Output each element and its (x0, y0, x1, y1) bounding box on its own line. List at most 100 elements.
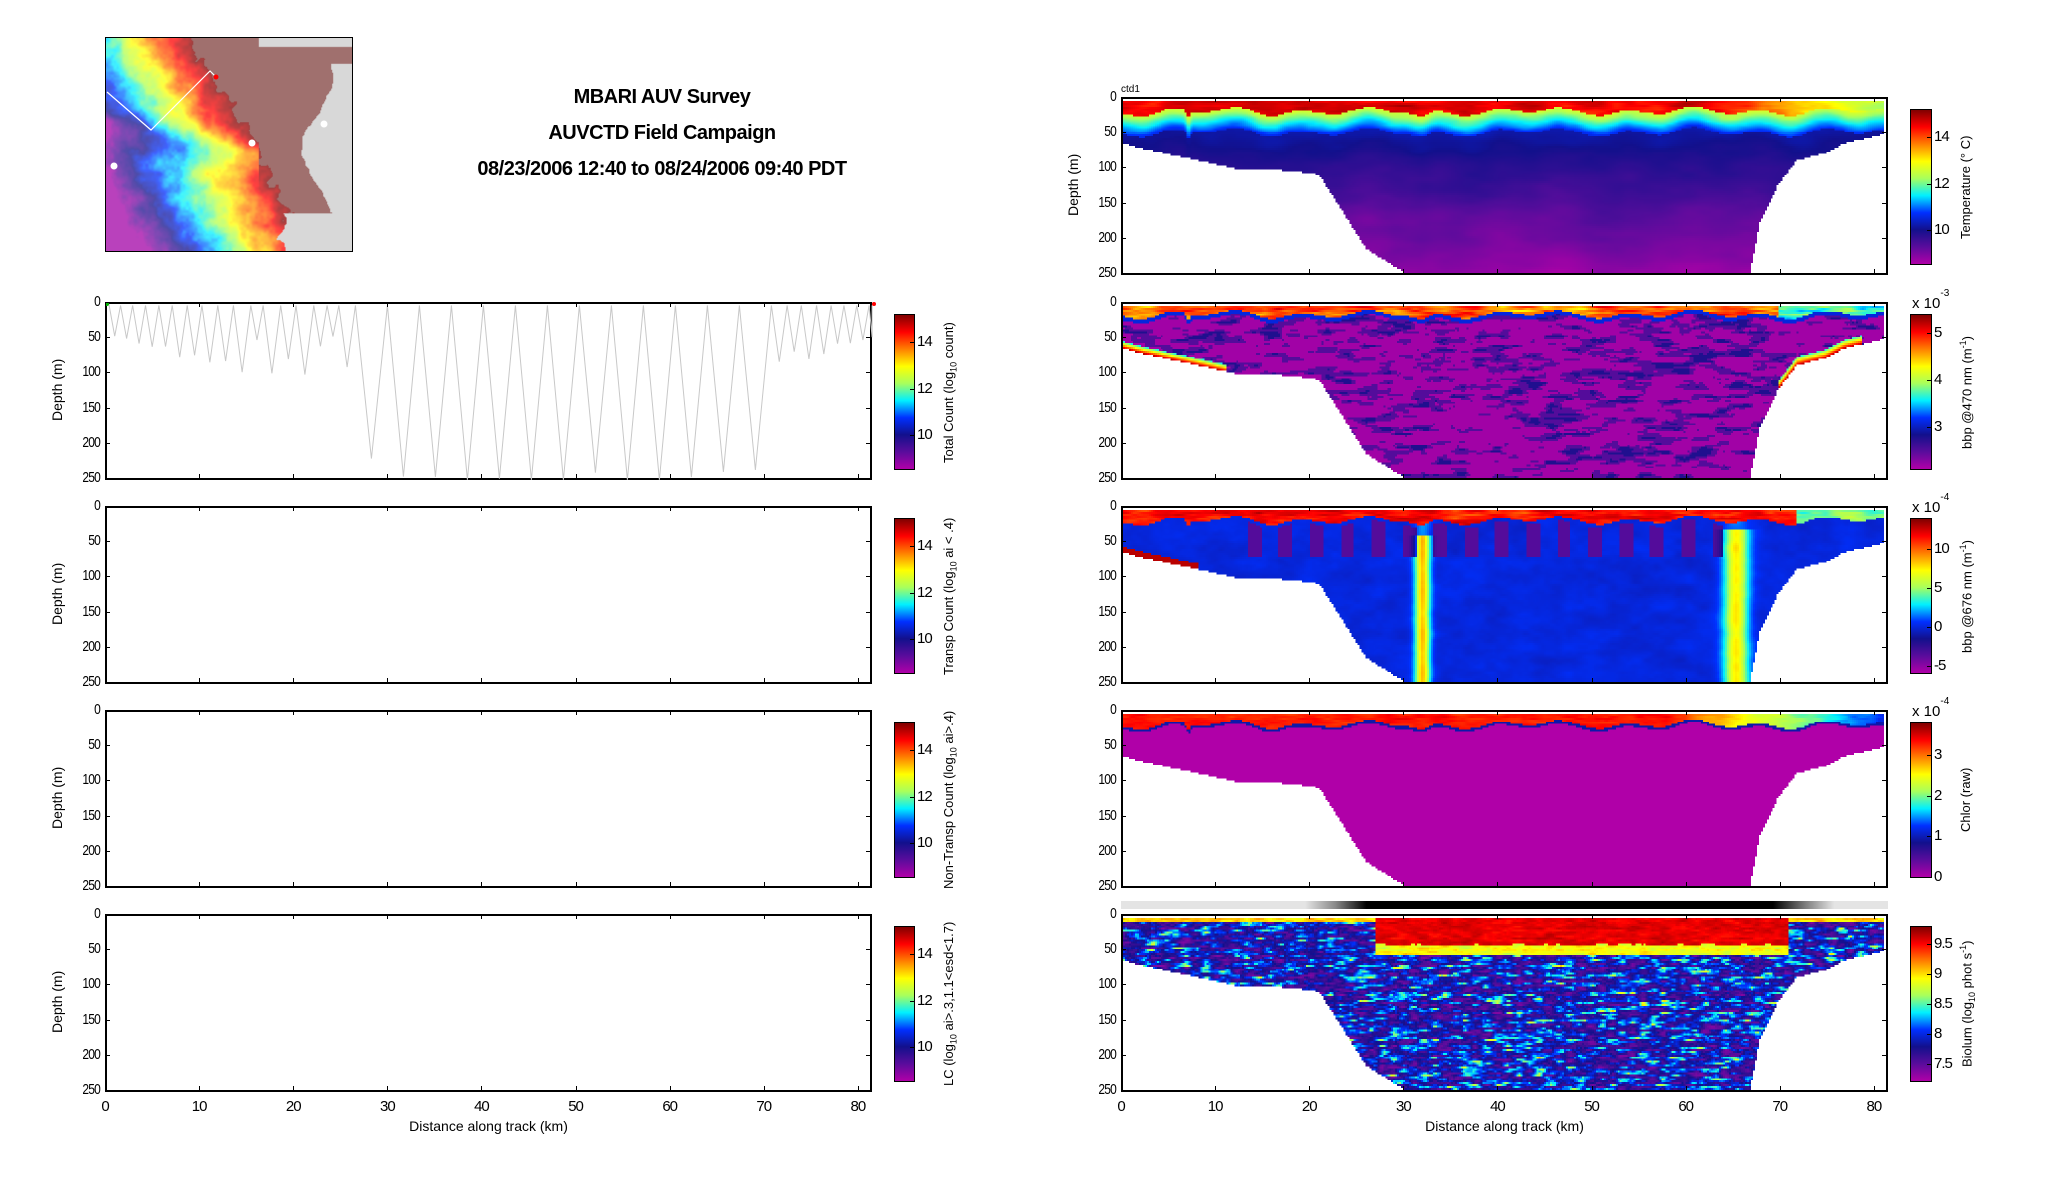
colorbar-transp-count (894, 518, 915, 674)
x-tick-mark (763, 302, 765, 307)
y-tick-mark (105, 1019, 110, 1021)
x-tick-mark (857, 710, 859, 715)
colorbar-tick-label: 12 (917, 991, 933, 1009)
heatmap-axes-total-count (105, 302, 876, 480)
colorbar-tick-label: 1 (1934, 827, 1942, 845)
y-tick-mark (866, 949, 871, 951)
x-tick-mark (1403, 882, 1405, 887)
overlay (1123, 304, 1890, 482)
colorbar-tick-label: 14 (1934, 127, 1950, 145)
x-tick-mark (1497, 678, 1499, 683)
colorbar-tick-label: 2 (1934, 786, 1942, 804)
y-tick-mark (105, 984, 110, 986)
x-tick-mark (1685, 710, 1687, 715)
x-tick-mark (1591, 914, 1593, 919)
y-tick-label: 50 (1104, 940, 1117, 958)
colorbar-tick-mark (1927, 427, 1931, 429)
y-tick-mark (105, 372, 110, 374)
y-tick-mark (105, 815, 110, 817)
x-tick-mark (1215, 678, 1217, 683)
y-tick-label: 0 (1110, 88, 1117, 105)
colorbar-tick-label: 0 (1934, 868, 1942, 886)
x-tick-mark (763, 1086, 765, 1091)
exponent-power: -4 (1940, 492, 1950, 503)
colorbar-label-part: 10 (948, 747, 959, 758)
y-tick-label: 100 (1098, 363, 1116, 381)
x-tick-label: 10 (1207, 1098, 1224, 1115)
colorbar-label: Non-Transp Count (log10 ai>.4) (941, 711, 959, 889)
colorbar-label-part: Non-Transp Count (log (941, 757, 956, 889)
auv-yoyo-trace (108, 303, 873, 480)
colorbar-label: Temperature (° C) (1958, 135, 1973, 238)
y-tick-mark (1121, 682, 1126, 683)
y-tick-mark (866, 1090, 871, 1091)
x-tick-mark (1403, 710, 1405, 715)
colorbar-label-part: ai < .4) (941, 517, 956, 561)
y-tick-mark (105, 949, 110, 951)
x-tick-mark (1121, 474, 1122, 479)
colorbar-label: Chlor (raw) (1958, 768, 1973, 832)
colorbar-tick-label: 0 (1934, 618, 1942, 636)
x-tick-mark (1121, 1086, 1122, 1091)
colorbar-tick-mark (1927, 1034, 1931, 1035)
y-tick-label: 50 (88, 532, 101, 550)
colorbar-label-part: ) (1959, 539, 1975, 544)
y-tick-mark (866, 1019, 871, 1021)
y-tick-mark (1121, 949, 1126, 951)
y-tick-mark (866, 745, 871, 747)
x-tick-mark (1873, 914, 1875, 919)
x-tick-mark (1497, 710, 1499, 715)
y-tick-mark (1121, 442, 1126, 444)
y-tick-label: 200 (82, 637, 100, 655)
y-tick-label: 200 (1098, 1045, 1116, 1063)
y-tick-mark (1121, 132, 1126, 134)
x-tick-mark (1591, 97, 1593, 102)
y-tick-label: 200 (82, 1045, 100, 1063)
x-tick-mark (1121, 269, 1122, 274)
x-tick-mark (1309, 710, 1311, 715)
x-tick-mark (575, 302, 577, 307)
y-tick-mark (1882, 1090, 1887, 1091)
x-tick-mark (763, 882, 765, 887)
colorbar-tick-mark (910, 388, 914, 390)
colorbar-tick-mark (910, 843, 914, 845)
colorbar-tick-label: 9.5 (1934, 935, 1953, 952)
x-tick-label: 30 (1395, 1098, 1412, 1115)
x-tick-label: 20 (285, 1098, 302, 1115)
y-tick-label: 150 (1098, 398, 1116, 416)
y-tick-mark (866, 576, 871, 578)
x-tick-mark (1403, 914, 1405, 919)
x-tick-mark (669, 506, 671, 511)
x-tick-mark (1309, 1086, 1311, 1091)
y-axis-label: Depth (m) (49, 358, 65, 421)
x-tick-label: 0 (101, 1098, 109, 1115)
x-tick-mark (481, 914, 483, 919)
x-axis-label: Distance along track (km) (409, 1118, 568, 1134)
y-tick-mark (105, 407, 110, 409)
y-tick-mark (1121, 611, 1126, 613)
track-end-marker (872, 302, 876, 306)
y-tick-mark (1882, 949, 1887, 951)
x-tick-mark (481, 474, 483, 479)
x-tick-mark (1215, 710, 1217, 715)
overlay (107, 916, 874, 1094)
panel-tag: ctd1 (1121, 84, 1140, 95)
x-tick-mark (669, 710, 671, 715)
y-tick-mark (1882, 132, 1887, 134)
colorbar-tick-mark (1927, 588, 1931, 590)
x-tick-mark (1779, 882, 1781, 887)
y-tick-mark (866, 478, 871, 479)
x-tick-mark (1403, 269, 1405, 274)
y-tick-mark (1882, 407, 1887, 409)
y-tick-label: 0 (94, 701, 101, 718)
x-tick-mark (387, 678, 389, 683)
colorbar-label-part: -1 (1958, 339, 1968, 348)
overlay (107, 508, 874, 686)
heatmap-axes-bbp470 (1121, 302, 1888, 480)
y-tick-mark (1882, 478, 1887, 479)
overlay (107, 712, 874, 890)
y-tick-label: 50 (88, 736, 101, 754)
x-tick-mark (1403, 678, 1405, 683)
x-tick-mark (1873, 97, 1875, 102)
y-tick-label: 0 (1110, 905, 1117, 922)
